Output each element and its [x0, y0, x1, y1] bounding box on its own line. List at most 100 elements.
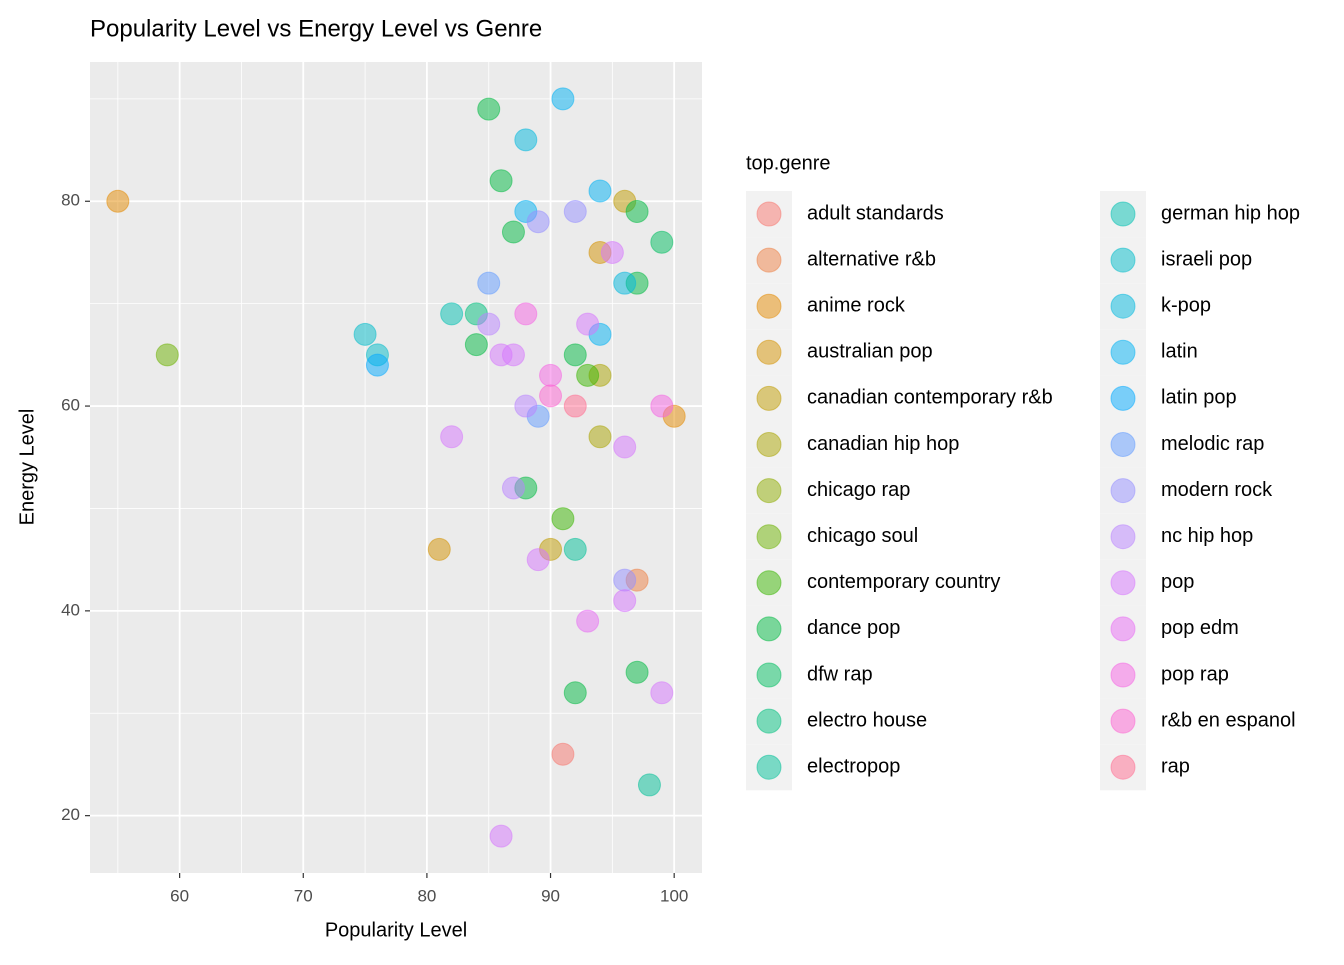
- plot-background: [90, 62, 702, 873]
- legend-marker: [1110, 293, 1136, 319]
- point: [650, 394, 674, 418]
- legend-marker: [1110, 247, 1136, 273]
- point: [106, 189, 130, 213]
- legend-label: israeli pop: [1161, 248, 1252, 270]
- point: [637, 773, 661, 797]
- legend-marker: [1110, 570, 1136, 596]
- legend-marker: [1110, 201, 1136, 227]
- point: [427, 537, 451, 561]
- point: [464, 333, 488, 357]
- y-axis-label: Energy Level: [16, 409, 38, 526]
- chart-title: Popularity Level vs Energy Level vs Genr…: [90, 15, 542, 42]
- y-tick-label: 80: [61, 191, 80, 210]
- legend-marker: [1110, 478, 1136, 504]
- legend-label: contemporary country: [807, 571, 1000, 593]
- legend-label: latin: [1161, 341, 1198, 363]
- point: [625, 660, 649, 684]
- legend-label: canadian contemporary r&b: [807, 387, 1053, 409]
- legend-label: anime rock: [807, 294, 906, 316]
- point: [650, 681, 674, 705]
- legend-marker: [756, 247, 782, 273]
- legend-marker: [1110, 524, 1136, 550]
- legend-label: alternative r&b: [807, 248, 936, 270]
- legend-marker: [756, 754, 782, 780]
- point: [563, 537, 587, 561]
- point: [600, 240, 624, 264]
- legend-label: k-pop: [1161, 294, 1211, 316]
- legend-marker: [1110, 616, 1136, 642]
- point: [353, 322, 377, 346]
- point: [514, 128, 538, 152]
- legend-marker: [756, 385, 782, 411]
- y-tick-label: 20: [61, 805, 80, 824]
- point: [539, 363, 563, 387]
- point: [365, 353, 389, 377]
- point: [440, 302, 464, 326]
- legend-marker: [1110, 385, 1136, 411]
- legend-label: adult standards: [807, 202, 944, 224]
- point: [501, 343, 525, 367]
- legend-label: australian pop: [807, 341, 933, 363]
- point: [477, 97, 501, 121]
- x-tick-label: 90: [541, 886, 560, 905]
- legend-marker: [756, 478, 782, 504]
- point: [563, 681, 587, 705]
- point: [650, 230, 674, 254]
- y-tick-label: 40: [61, 600, 80, 619]
- point: [563, 200, 587, 224]
- legend-marker: [756, 432, 782, 457]
- legend-label: melodic rap: [1161, 433, 1264, 455]
- legend-label: modern rock: [1161, 479, 1273, 501]
- point: [539, 384, 563, 408]
- point: [155, 343, 179, 367]
- point: [526, 210, 550, 234]
- point: [613, 568, 637, 592]
- legend-label: pop: [1161, 571, 1194, 593]
- x-axis-label: Popularity Level: [325, 919, 467, 941]
- x-tick-label: 80: [417, 886, 436, 905]
- legend-label: nc hip hop: [1161, 525, 1253, 547]
- legend-label: canadian hip hop: [807, 433, 959, 455]
- legend-marker: [1110, 662, 1136, 688]
- x-tick-label: 70: [294, 886, 313, 905]
- legend-label: pop edm: [1161, 617, 1239, 639]
- legend-label: dance pop: [807, 617, 900, 639]
- legend-marker: [756, 662, 782, 688]
- point: [551, 507, 575, 531]
- x-tick-label: 100: [660, 886, 688, 905]
- point: [576, 363, 600, 387]
- legend-marker: [756, 339, 782, 365]
- legend-marker: [1110, 754, 1136, 780]
- point: [477, 271, 501, 295]
- point: [613, 435, 637, 459]
- x-tick-label: 60: [170, 886, 189, 905]
- legend-marker: [756, 293, 782, 319]
- legend-label: latin pop: [1161, 387, 1237, 409]
- legend-marker: [1110, 339, 1136, 365]
- legend-label: dfw rap: [807, 663, 873, 685]
- point: [588, 425, 612, 449]
- legend-label: electro house: [807, 709, 927, 731]
- point: [563, 343, 587, 367]
- legend-marker: [756, 524, 782, 550]
- point: [613, 589, 637, 613]
- legend-label: electropop: [807, 755, 900, 777]
- point: [477, 312, 501, 336]
- point: [514, 394, 538, 418]
- point: [551, 742, 575, 766]
- point: [588, 179, 612, 203]
- point: [526, 548, 550, 572]
- point: [563, 394, 587, 418]
- legend-label: pop rap: [1161, 663, 1229, 685]
- point: [489, 169, 513, 193]
- legend-marker: [1110, 432, 1136, 457]
- legend-label: chicago rap: [807, 479, 910, 501]
- legend-marker: [756, 570, 782, 596]
- point: [551, 87, 575, 111]
- y-tick-label: 60: [61, 396, 80, 415]
- point: [489, 824, 513, 848]
- point: [501, 476, 525, 500]
- point: [576, 609, 600, 633]
- point: [576, 312, 600, 336]
